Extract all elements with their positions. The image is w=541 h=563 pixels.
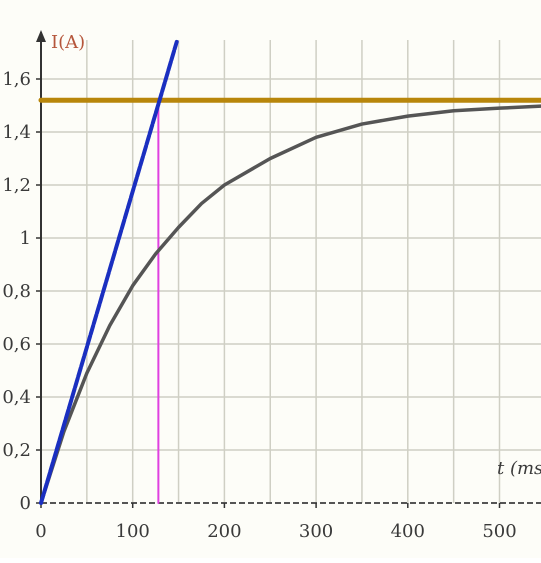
x-tick-label: 100 [116, 521, 150, 542]
y-tick-label: 1,2 [2, 175, 31, 196]
y-tick-label: 0,6 [2, 334, 31, 355]
x-tick-label: 500 [482, 521, 516, 542]
y-tick-label: 1 [20, 228, 31, 249]
x-tick-label: 400 [391, 521, 425, 542]
y-tick-label: 0,2 [2, 440, 31, 461]
y-tick-label: 1,4 [2, 122, 31, 143]
y-axis-title: I(A) [51, 32, 85, 53]
y-tick-label: 1,6 [2, 69, 31, 90]
x-tick-label: 0 [35, 521, 46, 542]
x-tick-label: 300 [299, 521, 333, 542]
x-tick-label: 200 [207, 521, 241, 542]
y-tick-label: 0,4 [2, 387, 31, 408]
y-tick-label: 0 [20, 493, 31, 514]
y-tick-label: 0,8 [2, 281, 31, 302]
x-axis-title: t (ms) [497, 458, 541, 479]
